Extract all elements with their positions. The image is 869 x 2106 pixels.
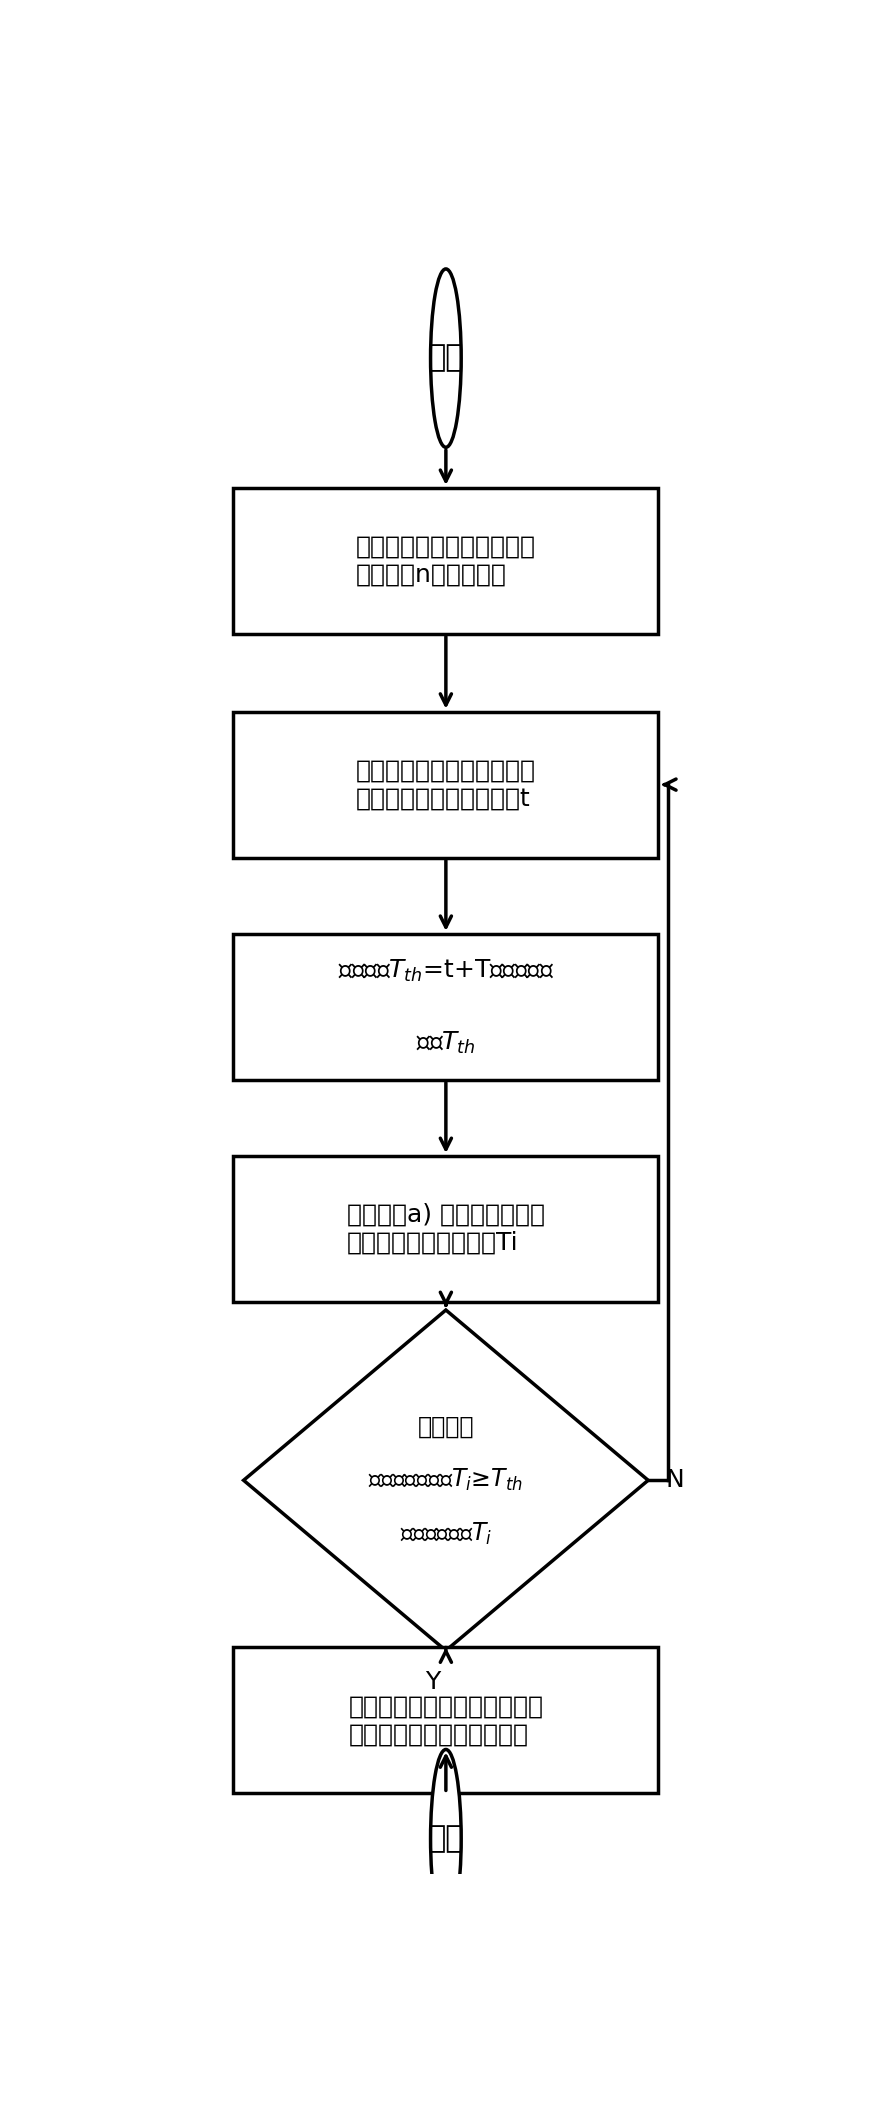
Text: 存在满足不等式$T_i$≥$T_{th}$: 存在满足不等式$T_i$≥$T_{th}$ (368, 1468, 523, 1493)
Text: 计算步骤a) 中所划分的每个
单元区域的平均温度值Ti: 计算步骤a) 中所划分的每个 单元区域的平均温度值Ti (347, 1203, 544, 1255)
Text: 将红外热像仪获取的红外图
像划分为n个单元区域: 将红外热像仪获取的红外图 像划分为n个单元区域 (355, 535, 535, 588)
Ellipse shape (430, 270, 461, 446)
FancyBboxPatch shape (233, 712, 658, 857)
Text: 开始: 开始 (428, 343, 463, 373)
Text: 的平均温度值$T_i$: 的平均温度值$T_i$ (399, 1521, 492, 1548)
Text: 结束: 结束 (428, 1824, 463, 1853)
FancyBboxPatch shape (233, 1647, 658, 1794)
Text: Y: Y (424, 1670, 440, 1693)
FancyBboxPatch shape (233, 489, 658, 634)
FancyBboxPatch shape (233, 933, 658, 1080)
Ellipse shape (430, 1750, 461, 1927)
Text: 存在阴燃，将监控画面上传至
监控中心，并发出报警信息: 存在阴燃，将监控画面上传至 监控中心，并发出报警信息 (348, 1695, 543, 1746)
Text: N: N (664, 1468, 683, 1493)
FancyBboxPatch shape (233, 1156, 658, 1302)
Text: 通过公式$T_{th}$=t+T计算出报警: 通过公式$T_{th}$=t+T计算出报警 (337, 958, 554, 984)
Polygon shape (243, 1310, 647, 1651)
Text: 通过温度检测装置获取监控
区域的环境温度值，设为t: 通过温度检测装置获取监控 区域的环境温度值，设为t (355, 758, 535, 811)
Text: 判断是否: 判断是否 (417, 1415, 474, 1438)
Text: 阈值$T_{th}$: 阈值$T_{th}$ (415, 1030, 475, 1055)
